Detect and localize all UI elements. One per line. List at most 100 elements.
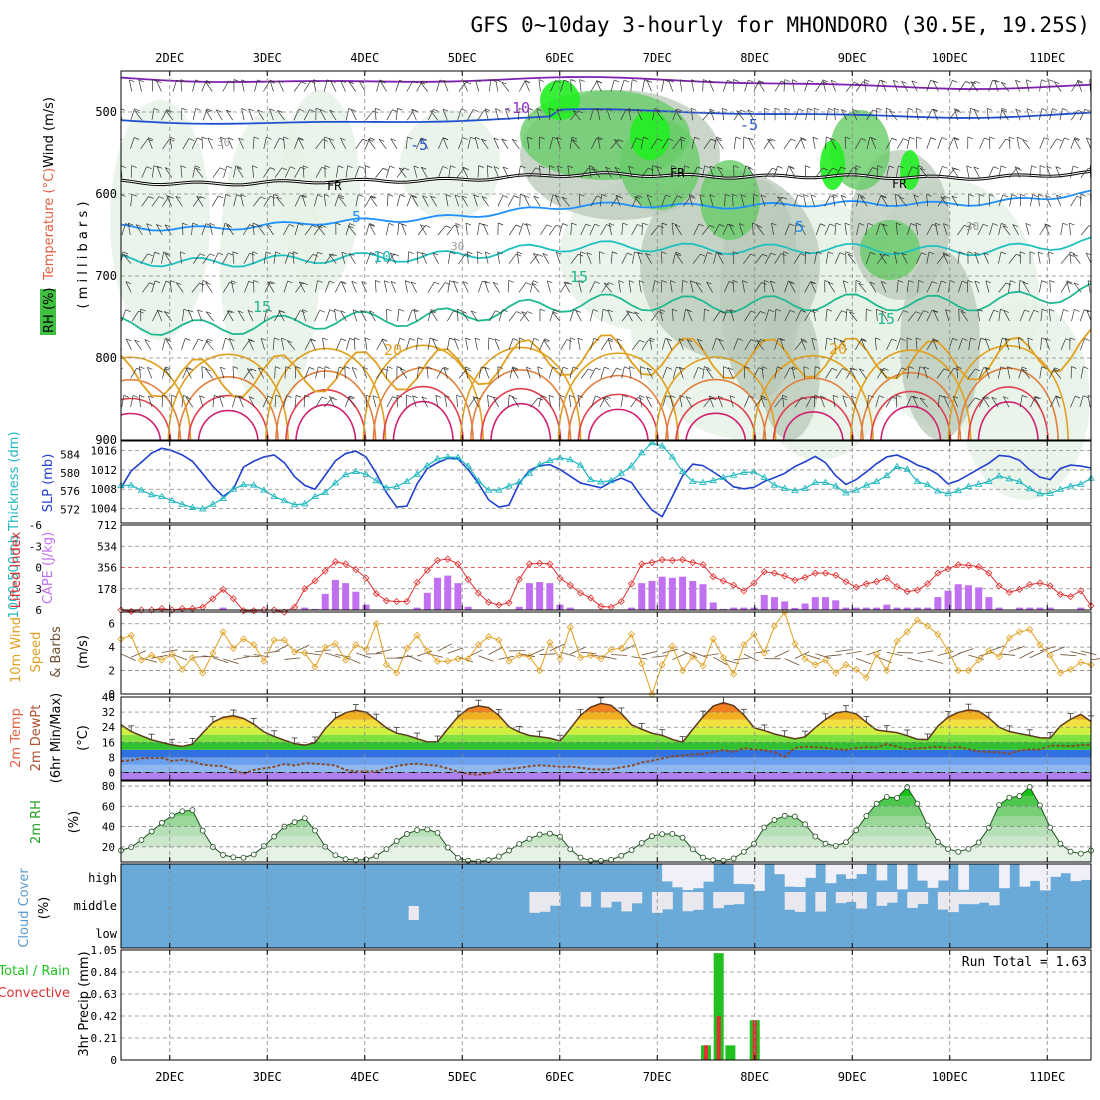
wind-barb: [666, 338, 673, 350]
wind-barb: [348, 81, 356, 92]
lifted-index-point: [362, 574, 370, 582]
wind-barb: [815, 223, 821, 236]
cloud-gap-middle: [631, 892, 643, 904]
wind-barb-flag: [1049, 280, 1055, 283]
wind-barb: [752, 223, 754, 236]
lifted-index-point: [668, 556, 676, 564]
wind-barb-flag: [1005, 282, 1012, 286]
cloud-gap-middle: [723, 892, 735, 905]
wind-barb-flag: [180, 251, 186, 255]
wind-barb: [201, 366, 204, 379]
wind-barb: [1053, 368, 1062, 379]
rh-point: [1057, 840, 1064, 847]
wind-barb: [989, 223, 994, 236]
wind-barb-flag: [695, 282, 701, 285]
wind-barb: [193, 196, 201, 207]
thickness-point: [688, 477, 697, 484]
cape-bar: [525, 583, 533, 610]
wind-barb-flag: [954, 108, 960, 112]
wind-barb: [1025, 223, 1030, 236]
wind-barb-flag: [820, 395, 826, 399]
wind-barb: [717, 253, 724, 264]
wind-barb-flag: [810, 310, 816, 314]
wind-barb-flag: [975, 368, 981, 372]
wind-barb: [718, 339, 725, 350]
wind-barb: [470, 310, 478, 322]
wind-barb: [302, 165, 305, 178]
wind-barb: [294, 395, 297, 408]
wind-barb-flag: [789, 166, 795, 170]
wind-barb-flag: [238, 395, 244, 399]
cape-bar: [964, 585, 972, 610]
wind-barb-flag: [921, 252, 927, 256]
wind-barb-flag: [322, 337, 328, 341]
lifted-index-point: [301, 585, 309, 593]
wind-barb: [165, 339, 173, 350]
wind-barb-flag: [232, 251, 238, 255]
wind-barb: [1072, 253, 1081, 264]
wind-barb: [672, 139, 681, 150]
wind-tick: 6: [108, 618, 115, 631]
wind-barb-flag: [956, 366, 962, 369]
wind-barb-flag: [781, 80, 787, 84]
speed-label: Speed: [29, 632, 44, 673]
wind10m-speed-point: [852, 665, 860, 673]
cape-bar: [658, 576, 666, 610]
wind-barb: [999, 108, 1003, 121]
wind-barb-flag: [700, 253, 706, 257]
wind-barb-flag: [362, 138, 368, 142]
wind-barb: [753, 367, 759, 379]
wind-barb-flag: [949, 280, 955, 283]
wind-barb: [559, 366, 564, 379]
wind-barb-flag: [916, 136, 922, 140]
wind10m-speed-point: [229, 644, 237, 652]
wind-barb-flag: [205, 340, 211, 343]
temp-tick: 8: [108, 751, 115, 764]
wind-barb-flag: [338, 165, 344, 169]
wind-barb-flag: [616, 367, 622, 371]
thickness-point: [443, 453, 452, 460]
wind-barb: [936, 254, 945, 264]
wind-barb: [747, 109, 755, 121]
thickness-point: [209, 500, 217, 507]
wind-barb: [784, 280, 789, 293]
wind-barb: [761, 366, 764, 379]
wind-barb-flag: [533, 195, 539, 199]
wind-barb: [1069, 223, 1071, 236]
wind-barb: [350, 109, 357, 121]
wind-barb: [866, 137, 871, 149]
wind-barb: [1080, 366, 1084, 379]
wind-barb-flag: [393, 253, 400, 257]
wind-barb: [610, 367, 617, 379]
precip-tick: 0.42: [91, 1010, 118, 1023]
wind10m-barb: [243, 655, 260, 657]
wind-barb: [241, 108, 245, 121]
wind10m-speed-point: [740, 641, 748, 649]
wind-barb: [615, 195, 621, 207]
wind-barb-flag: [687, 339, 693, 343]
wind10m-barb: [406, 654, 422, 662]
wind-barb-flag: [866, 308, 872, 312]
wind-barb-flag: [670, 280, 676, 283]
wind-barb-flag: [1000, 251, 1007, 255]
precip-panel: 1.050.840.630.420.210 Run Total = 1.63: [91, 944, 1091, 1067]
cape-bar: [546, 583, 554, 610]
wind-barb: [740, 194, 745, 207]
wind-barb: [998, 194, 1004, 207]
wind-barb: [130, 137, 135, 150]
wind-barb-flag: [872, 167, 878, 170]
isotherm-label: 10: [373, 248, 391, 266]
wind-barb: [800, 137, 805, 150]
cape-bar: [852, 607, 860, 610]
wind10m-barb: [529, 648, 545, 656]
panel-frame: [120, 524, 1092, 611]
wind-barb: [789, 281, 796, 293]
wind-barb: [603, 282, 612, 293]
wind-barb-flag: [359, 166, 365, 169]
wind-barb-flag: [907, 107, 914, 111]
wind-barb: [795, 310, 802, 322]
wind-barb-flag: [192, 222, 198, 226]
wind-barb-flag: [952, 80, 958, 83]
